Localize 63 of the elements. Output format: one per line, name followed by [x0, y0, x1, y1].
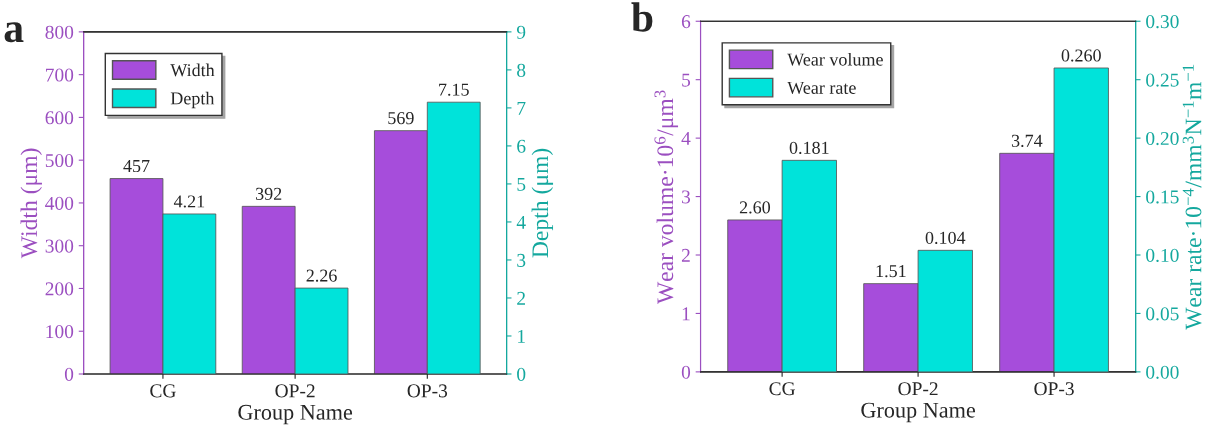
y2-tick-label: 4: [516, 215, 526, 229]
x-tick-label: CG: [150, 384, 176, 398]
y2-axis-title: Depth (μm): [531, 148, 554, 258]
data-label: 0.260: [1061, 49, 1101, 62]
y-tick-label: 100: [46, 325, 74, 339]
y-tick-label: 0: [681, 365, 691, 379]
legend-label: Wear volume: [787, 52, 883, 66]
y2-tick-label: 0.00: [1146, 365, 1179, 379]
legend-label: Wear rate: [787, 81, 856, 94]
y-tick-label: 3: [682, 190, 691, 204]
y2-tick-label: 2: [517, 291, 525, 305]
y-tick-label: 0: [64, 367, 74, 381]
chart-title: b: [631, 2, 653, 32]
data-label: 569: [388, 112, 414, 125]
y2-tick-label: 5: [517, 177, 526, 191]
y2-axis-title: Wear rate·10$^{−4}$/mm$^{3}$N$^{−1}$m$^{−1}$: [1182, 64, 1202, 330]
y-tick-label: 400: [45, 196, 74, 210]
y2-tick-label: 0.20: [1146, 131, 1179, 146]
data-label: 4.21: [173, 195, 205, 208]
x-axis-title: Group Name: [238, 404, 353, 425]
x-tick-label: OP-2: [275, 384, 315, 398]
y2-tick-label: 9: [516, 25, 526, 39]
y2-tick-label: 3: [517, 253, 526, 267]
y-axis-title: Wear volume·10$^{6}$/μm$^{3}$: [654, 90, 679, 305]
y-tick-label: 4: [681, 132, 691, 145]
y-tick-label: 500: [45, 153, 74, 168]
data-label: 2.26: [306, 269, 337, 282]
y-axis-title: Width (μm): [20, 148, 42, 259]
y2-tick-label: 0.30: [1146, 15, 1179, 29]
chart-title: a: [4, 22, 24, 43]
x-axis-title: Group Name: [861, 402, 976, 423]
y2-tick-label: 7: [517, 101, 526, 115]
y-tick-label: 2: [681, 248, 690, 262]
y-tick-label: 1: [682, 307, 690, 321]
x-tick-label: OP-3: [407, 384, 448, 398]
y2-tick-label: 6: [517, 139, 526, 153]
data-label: 1.51: [876, 265, 906, 278]
y2-tick-label: 0.10: [1146, 248, 1179, 263]
y-tick-label: 6: [681, 15, 691, 29]
data-label: 0.181: [789, 141, 829, 154]
y-tick-label: 600: [45, 111, 74, 125]
x-tick-label: CG: [769, 382, 796, 396]
data-label: 0.104: [925, 231, 966, 244]
y2-tick-label: 0.15: [1146, 190, 1179, 204]
data-label: 2.60: [739, 201, 771, 214]
data-label: 457: [123, 160, 150, 173]
legend-label: Width: [170, 63, 215, 77]
y2-tick-label: 0.05: [1146, 307, 1179, 321]
y-tick-label: 800: [45, 25, 74, 39]
y2-tick-label: 1: [518, 329, 525, 343]
y-tick-label: 300: [45, 239, 74, 253]
x-tick-label: OP-3: [1034, 382, 1074, 396]
y-tick-label: 700: [46, 68, 74, 82]
y2-tick-label: 0: [517, 367, 526, 381]
data-label: 3.74: [1011, 134, 1043, 147]
data-label: 392: [256, 187, 282, 200]
y2-tick-label: 0.25: [1146, 73, 1179, 87]
x-tick-label: OP-2: [898, 382, 938, 396]
y-tick-label: 5: [682, 73, 691, 87]
y2-tick-label: 8: [517, 63, 526, 77]
legend-label: Depth: [170, 91, 215, 109]
data-label: 7.15: [439, 83, 469, 96]
y-tick-label: 200: [45, 282, 74, 296]
